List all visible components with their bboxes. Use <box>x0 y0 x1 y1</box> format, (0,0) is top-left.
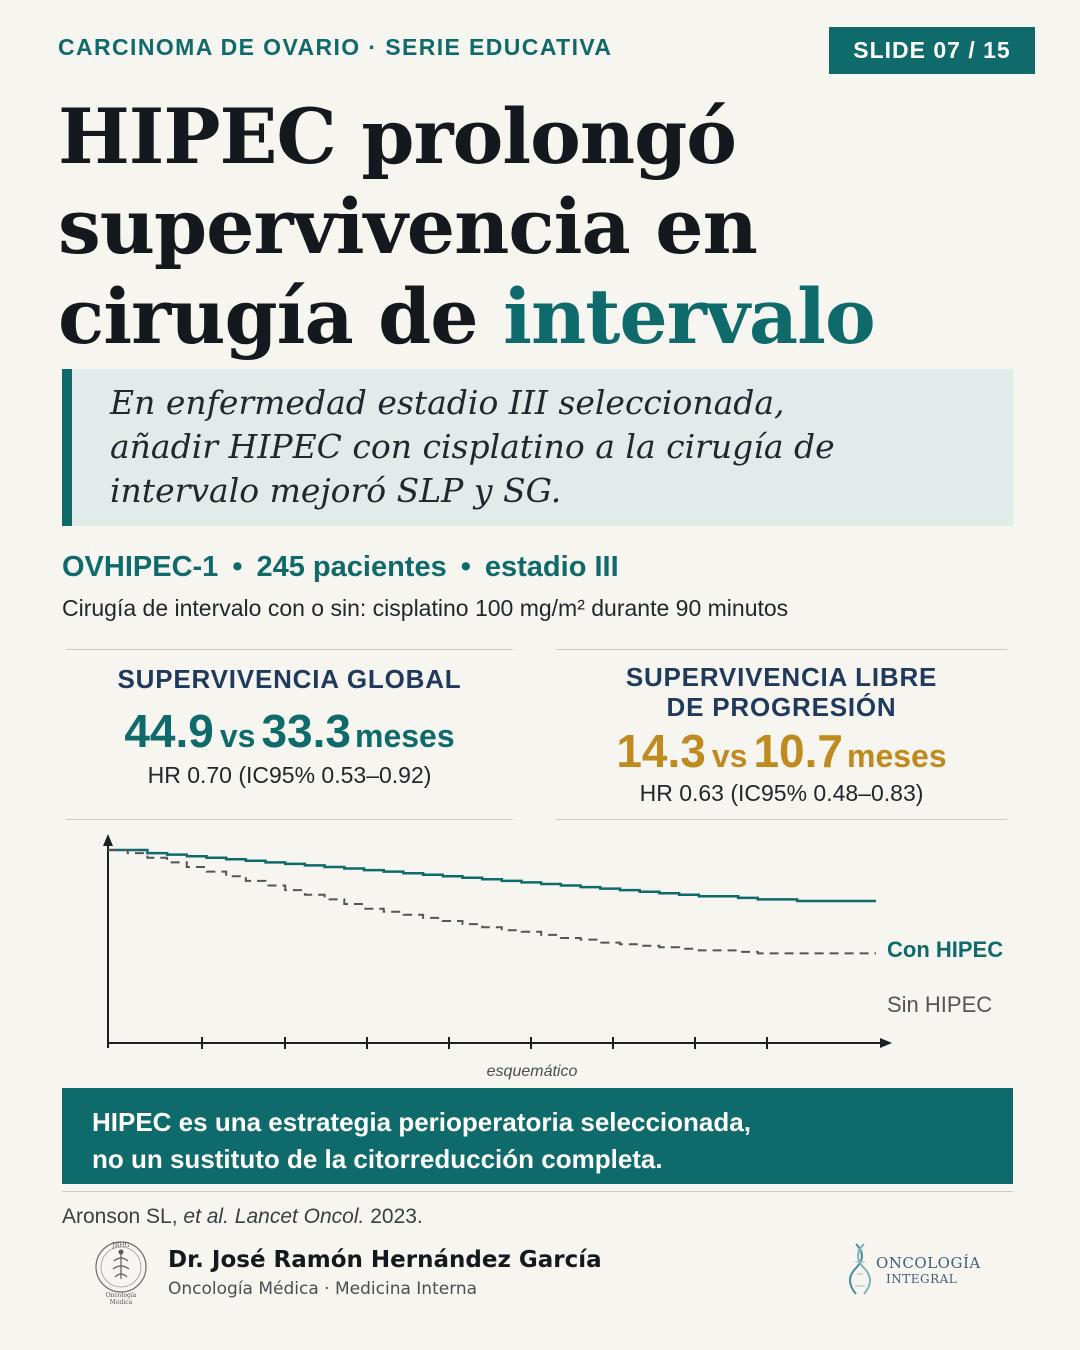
series-label-con-hipec: Con HIPEC <box>887 937 1003 962</box>
chart-caption: esquemático <box>487 1063 578 1080</box>
divider <box>66 649 513 650</box>
key-message-quote: En enfermedad estadio III seleccionada, … <box>62 369 1013 526</box>
seal-text-1: Oncología <box>106 1292 137 1299</box>
title-line-2: supervivencia en <box>58 182 758 271</box>
takeaway-line-1: HIPEC es una estrategia perioperatoria s… <box>92 1107 751 1137</box>
series-label-sin-hipec: Sin HIPEC <box>887 992 992 1017</box>
os-hazard-ratio: HR 0.70 (IC95% 0.53–0.92) <box>147 762 432 788</box>
x-axis <box>108 1038 892 1048</box>
pfs-vs: vs <box>711 738 748 774</box>
page-title: HIPEC prolongó supervivencia en cirugía … <box>58 92 1018 362</box>
x-axis-arrow-icon <box>880 1038 892 1048</box>
quote-line-1: En enfermedad estadio III seleccionada, <box>110 383 785 422</box>
study-description: Cirugía de intervalo con o sin: cisplati… <box>62 595 789 621</box>
pfs-unit: meses <box>847 738 947 774</box>
y-axis <box>103 834 113 1048</box>
survival-curve-sin-hipec <box>108 849 876 955</box>
pfs-value-control: 10.7 <box>753 725 843 777</box>
logo-text-2: INTEGRAL <box>886 1272 957 1286</box>
os-value-control: 33.3 <box>261 705 351 757</box>
x-axis-ticks <box>201 1037 768 1049</box>
slide-counter-badge: SLIDE 07 / 15 <box>829 27 1035 74</box>
series-kicker: CARCINOMA DE OVARIO · SERIE EDUCATIVA <box>58 34 613 60</box>
divider <box>62 1191 1013 1192</box>
os-value-hipec: 44.9 <box>124 705 214 757</box>
quote-line-2: añadir HIPEC con cisplatino a la cirugía… <box>110 427 835 466</box>
pfs-label-line-1: SUPERVIVENCIA LIBRE <box>625 662 938 692</box>
survival-curve-con-hipec <box>108 848 876 903</box>
citation-authors: Aronson SL, <box>62 1205 184 1228</box>
y-axis-arrow-icon <box>103 834 113 846</box>
overall-survival-card: SUPERVIVENCIA GLOBAL 44.9 vs 33.3 meses HR … <box>66 664 513 789</box>
divider <box>556 819 1007 820</box>
separator-dot: • <box>460 551 471 583</box>
os-values: 44.9 vs 33.3 meses <box>66 704 513 758</box>
citation-etal: et al. <box>183 1205 229 1228</box>
study-stage: estadio III <box>484 551 619 583</box>
pfs-values: 14.3 vs 10.7 meses <box>556 724 1007 778</box>
title-line-3-accent: intervalo <box>503 272 876 361</box>
divider <box>66 819 513 820</box>
survival-curve-chart: Con HIPEC Sin HIPEC esquemático <box>103 834 1003 1080</box>
pfs-value-hipec: 14.3 <box>616 725 706 777</box>
bottom-takeaway-box: HIPEC es una estrategia perioperatoria s… <box>62 1088 1013 1184</box>
pfs-label-line-2: DE PROGRESIÓN <box>666 692 897 722</box>
os-unit: meses <box>355 718 455 754</box>
takeaway-line-2: no un sustituto de la citorreducción com… <box>92 1144 663 1174</box>
progression-free-survival-card: SUPERVIVENCIA LIBRE DE PROGRESIÓN 14.3 vs… <box>556 662 1007 807</box>
title-line-3-plain: cirugía de <box>58 272 504 361</box>
author-seal-icon: JRHG Oncología Médica <box>95 1241 147 1306</box>
quote-line-3: intervalo mejoró SLP y SG. <box>110 471 562 510</box>
author-name: Dr. José Ramón Hernández García <box>168 1247 602 1273</box>
pfs-hazard-ratio: HR 0.63 (IC95% 0.48–0.83) <box>639 780 924 806</box>
separator-dot: • <box>232 551 243 583</box>
study-summary-line: OVHIPEC-1 • 245 pacientes • estadio III <box>62 551 619 584</box>
logo-text-1: ONCOLOGÍA <box>876 1254 981 1272</box>
title-line-1: HIPEC prolongó <box>58 92 737 181</box>
seal-initials: JRHG <box>112 1242 130 1249</box>
survival-curves <box>108 848 876 955</box>
author-role: Oncología Médica · Medicina Interna <box>168 1279 478 1299</box>
dna-helix-icon <box>849 1243 863 1295</box>
oncologia-integral-logo: ONCOLOGÍA INTEGRAL <box>849 1243 981 1295</box>
os-label: SUPERVIVENCIA GLOBAL <box>117 664 462 694</box>
study-patients: 245 pacientes <box>256 551 447 583</box>
seal-text-2: Médica <box>110 1299 133 1306</box>
reference-citation: Aronson SL, et al. Lancet Oncol. 2023. <box>62 1205 423 1229</box>
study-name: OVHIPEC-1 <box>62 551 219 583</box>
citation-journal: Lancet Oncol. <box>234 1205 365 1228</box>
os-vs: vs <box>219 718 256 754</box>
citation-year: 2023. <box>364 1205 423 1228</box>
divider <box>556 649 1007 650</box>
